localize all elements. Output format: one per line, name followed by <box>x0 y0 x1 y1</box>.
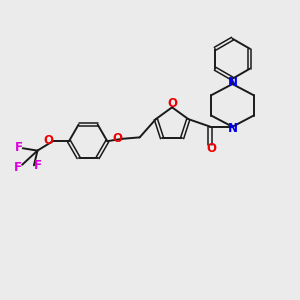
Text: F: F <box>14 160 22 174</box>
Text: F: F <box>34 159 42 172</box>
Text: N: N <box>227 76 237 89</box>
Text: O: O <box>113 132 123 145</box>
Text: O: O <box>168 97 178 110</box>
Text: O: O <box>206 142 216 155</box>
Text: F: F <box>15 141 23 154</box>
Text: N: N <box>227 122 237 135</box>
Text: O: O <box>44 134 54 147</box>
